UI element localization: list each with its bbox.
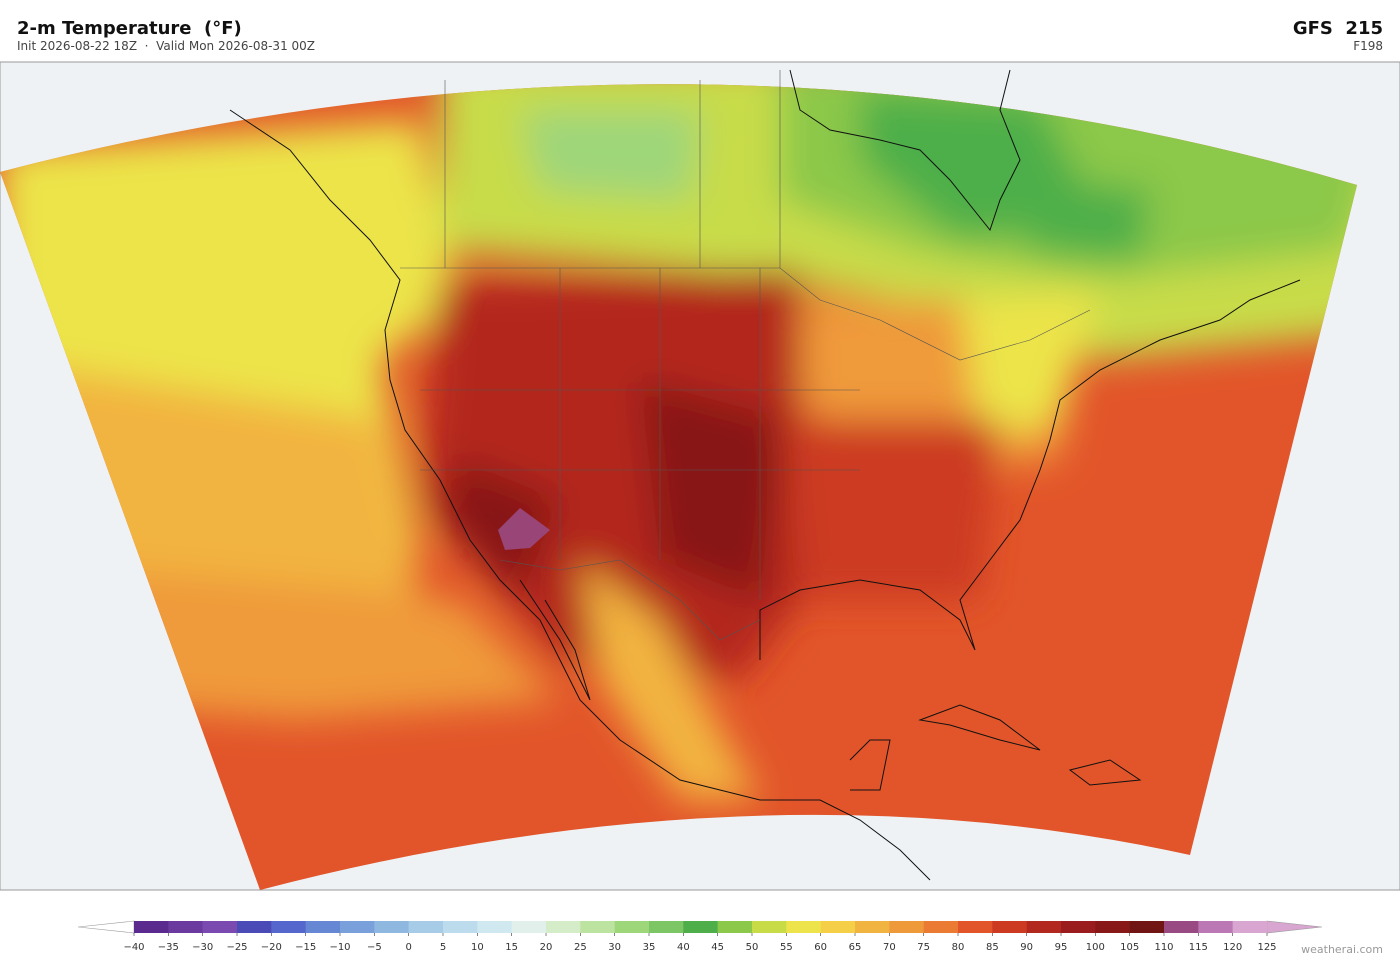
color-bin — [134, 921, 169, 933]
color-bin — [408, 921, 444, 933]
tick-label: 125 — [1257, 942, 1276, 953]
color-bin — [889, 921, 924, 933]
colorbar: −40 −35 −30 −25 −20 −15 −10 −5 0 5 10 15 20 25 30 35 40 4… — [77, 920, 1323, 953]
color-bin — [443, 921, 478, 933]
coastlines — [229, 69, 1301, 881]
tick-label: −25 — [226, 942, 247, 953]
color-bin — [1129, 921, 1165, 933]
tick-label: 110 — [1154, 942, 1173, 953]
tick-label: −35 — [158, 942, 179, 953]
subtitle: Init 2026-08-22 18Z · Valid Mon 2026-08-… — [17, 39, 315, 53]
tick-label: 40 — [677, 942, 690, 953]
tick-label: 20 — [540, 942, 553, 953]
color-bin — [752, 921, 787, 933]
tick-label: −15 — [295, 942, 316, 953]
under-arrow — [77, 920, 135, 934]
tick-label: 85 — [986, 942, 999, 953]
tick-label: −20 — [261, 942, 282, 953]
color-bin — [202, 921, 238, 933]
color-bin — [477, 921, 512, 933]
color-bin — [580, 921, 615, 933]
tick-label: 25 — [574, 942, 587, 953]
color-bin — [855, 921, 890, 933]
color-bin — [546, 921, 581, 933]
color-bin — [717, 921, 753, 933]
over-arrow — [1266, 920, 1323, 934]
color-bin — [683, 921, 718, 933]
tick-label: 70 — [883, 942, 896, 953]
tick-label: 50 — [746, 942, 759, 953]
color-bin — [786, 921, 821, 933]
color-bin — [1095, 921, 1130, 933]
color-bin — [305, 921, 341, 933]
color-bin — [237, 921, 272, 933]
color-bin — [820, 921, 856, 933]
color-bin — [614, 921, 650, 933]
tick-label: 80 — [952, 942, 965, 953]
model: GFS 215 — [1293, 18, 1383, 39]
tick-label: 60 — [814, 942, 827, 953]
color-bin — [1232, 921, 1268, 933]
tick-label: 105 — [1120, 942, 1139, 953]
tick-label: 115 — [1189, 942, 1208, 953]
color-bin — [1198, 921, 1233, 933]
color-bin — [511, 921, 547, 933]
color-bin — [1061, 921, 1096, 933]
color-bin — [649, 921, 684, 933]
borders — [400, 70, 1091, 641]
title: 2-m Temperature (°F) — [17, 18, 242, 39]
tick-label: 55 — [780, 942, 793, 953]
tick-label: −40 — [123, 942, 144, 953]
color-bin — [1026, 921, 1062, 933]
watermark: weatherai.com — [1301, 943, 1383, 956]
tick-label: 30 — [608, 942, 621, 953]
tick-label: 90 — [1020, 942, 1033, 953]
color-bin — [271, 921, 306, 933]
tick-label: −10 — [329, 942, 350, 953]
tick-label: 75 — [917, 942, 930, 953]
forecast-hour: F198 — [1353, 39, 1383, 53]
tick-label: 120 — [1223, 942, 1242, 953]
tick-label: 95 — [1055, 942, 1068, 953]
color-bin — [992, 921, 1027, 933]
tick-label: −5 — [367, 942, 382, 953]
tick-label: −30 — [192, 942, 213, 953]
color-bin — [1164, 921, 1199, 933]
tick-label: 10 — [471, 942, 484, 953]
color-bin — [374, 921, 409, 933]
tick-label: 0 — [405, 942, 411, 953]
tick-label: 15 — [505, 942, 518, 953]
map — [0, 61, 1400, 891]
color-bin — [958, 921, 993, 933]
color-bin — [340, 921, 375, 933]
tick-label: 100 — [1086, 942, 1105, 953]
tick-label: 45 — [711, 942, 724, 953]
color-bin — [168, 921, 203, 933]
tick-label: 65 — [849, 942, 862, 953]
tick-label: 35 — [643, 942, 656, 953]
tick-label: 5 — [440, 942, 446, 953]
color-bin — [923, 921, 959, 933]
